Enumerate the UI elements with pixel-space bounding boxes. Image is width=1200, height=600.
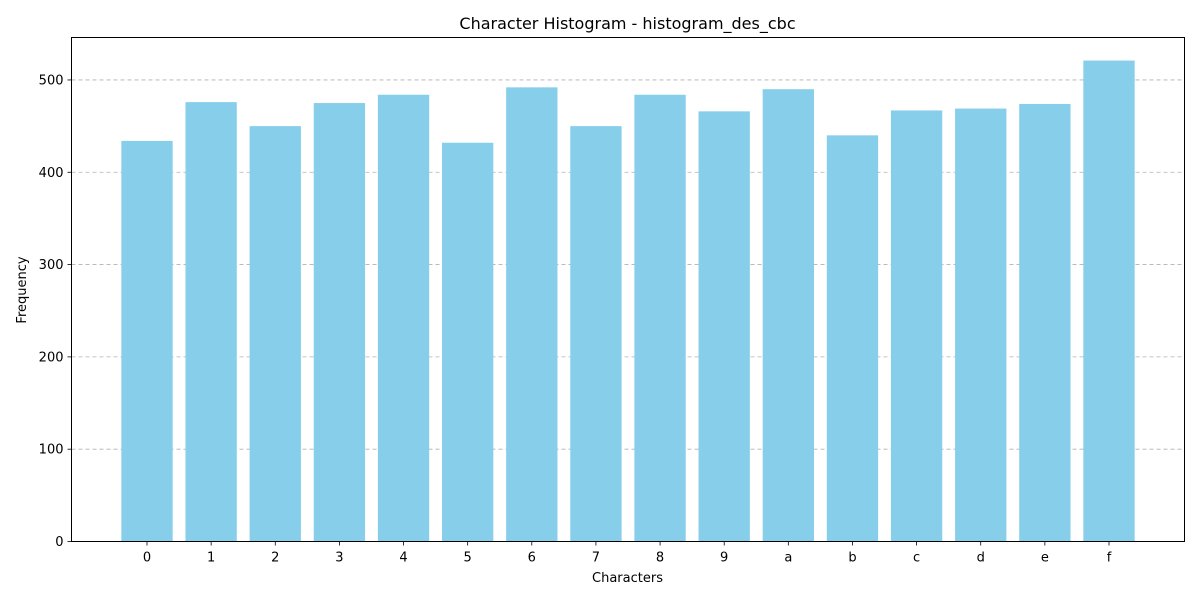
- x-tick-label-5: 5: [464, 551, 472, 566]
- x-tick-label-9: 9: [720, 551, 728, 566]
- bar-7: [570, 126, 622, 542]
- y-tick-label: 300: [39, 258, 64, 273]
- x-tick-label-0: 0: [143, 551, 151, 566]
- bar-e: [1019, 103, 1071, 542]
- y-tick-label: 200: [39, 350, 64, 365]
- chart-title: Character Histogram - histogram_des_cbc: [459, 14, 795, 34]
- x-tick-label-7: 7: [592, 551, 600, 566]
- bar-6: [506, 87, 558, 542]
- y-axis-label: Frequency: [15, 256, 30, 323]
- bar-c: [890, 110, 943, 542]
- bar-4: [377, 94, 430, 542]
- bars: [121, 60, 1135, 542]
- bar-3: [313, 103, 366, 542]
- bar-b: [826, 135, 879, 542]
- x-tick-label-d: d: [977, 551, 985, 566]
- bar-0: [121, 140, 173, 542]
- x-tick-label-3: 3: [335, 551, 343, 566]
- bar-2: [249, 126, 301, 542]
- x-axis-ticks: 0 1 2 3 4 5 6 7 8 9 a b c d e f: [143, 541, 1112, 566]
- x-tick-label-6: 6: [528, 551, 536, 566]
- y-axis-ticks: 0 100 200 300 400 500: [39, 73, 72, 550]
- x-tick-label-8: 8: [656, 551, 664, 566]
- x-tick-label-1: 1: [207, 551, 215, 566]
- y-tick-label: 100: [39, 443, 64, 458]
- bar-a: [762, 89, 814, 542]
- x-tick-label-c: c: [913, 551, 920, 566]
- x-tick-label-b: b: [848, 551, 856, 566]
- x-tick-label-4: 4: [399, 551, 407, 566]
- bar-8: [634, 94, 686, 542]
- grid-lines: [71, 79, 1185, 450]
- plot-area-frame: [71, 37, 1185, 542]
- bar-1: [185, 102, 237, 542]
- x-tick-label-a: a: [784, 551, 792, 566]
- y-tick-label: 400: [39, 166, 64, 181]
- bar-5: [442, 142, 494, 542]
- bar-d: [955, 108, 1007, 542]
- x-tick-label-f: f: [1107, 551, 1112, 566]
- bar-9: [698, 111, 750, 542]
- x-tick-label-2: 2: [271, 551, 279, 566]
- y-tick-label: 500: [39, 73, 64, 88]
- x-tick-label-e: e: [1041, 551, 1049, 566]
- x-axis-label: Characters: [592, 571, 663, 586]
- bar-f: [1083, 60, 1135, 542]
- y-tick-label: 0: [55, 535, 63, 550]
